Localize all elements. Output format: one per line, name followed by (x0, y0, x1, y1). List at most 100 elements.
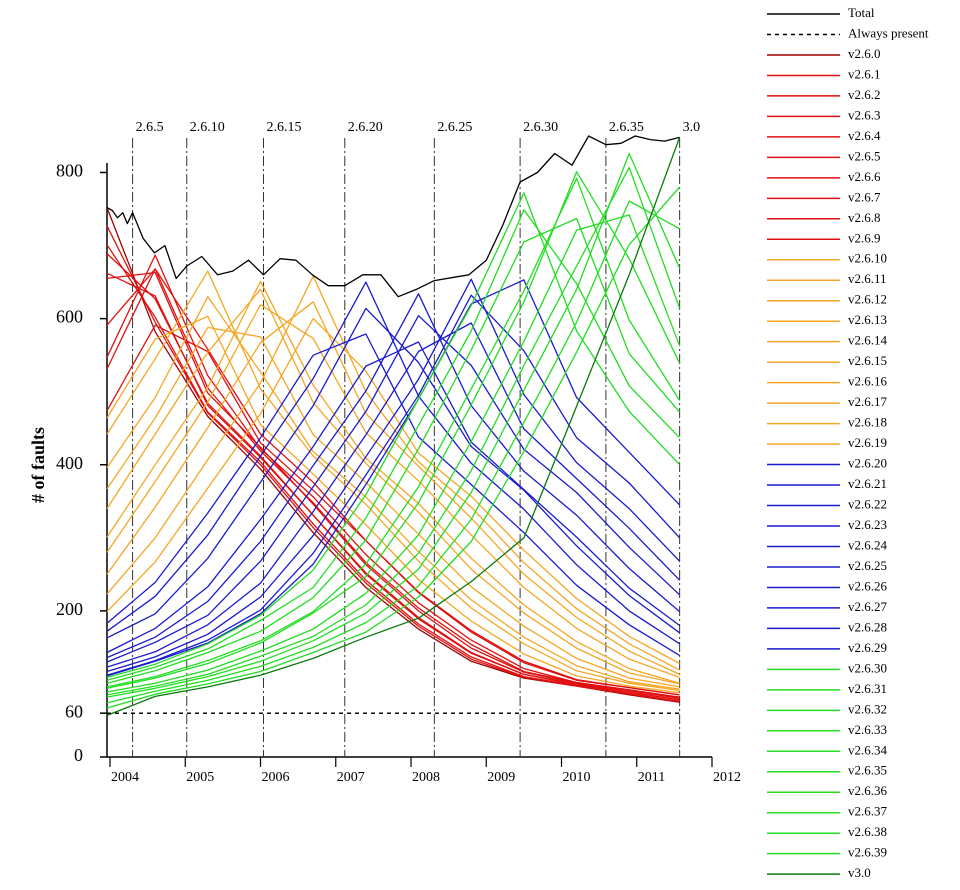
release-label: 2.6.15 (267, 120, 302, 135)
legend-label: v2.6.19 (848, 435, 887, 450)
legend-label: v2.6.5 (848, 148, 881, 163)
legend-label: v2.6.4 (848, 128, 881, 143)
y-tick-label: 60 (65, 701, 83, 721)
legend-label: v2.6.27 (848, 599, 888, 614)
legend-label: v3.0 (848, 865, 871, 880)
series-line (106, 304, 680, 679)
legend-label: v2.6.28 (848, 619, 887, 634)
series-line (106, 137, 681, 717)
release-label: 2.6.25 (437, 120, 472, 135)
release-label: 2.6.5 (136, 120, 164, 135)
series-line (106, 315, 681, 663)
legend-label: v2.6.37 (848, 804, 888, 819)
series-line (106, 281, 680, 645)
y-tick-label: 800 (56, 161, 83, 181)
legend-label: v2.6.33 (848, 722, 887, 737)
y-tick-label: 0 (74, 745, 83, 765)
legend-label: v2.6.39 (848, 845, 887, 860)
legend-label: Always present (848, 25, 929, 40)
series-line (106, 326, 680, 688)
legend-label: v2.6.25 (848, 558, 887, 573)
y-tick-label: 200 (56, 599, 83, 619)
series-line (106, 341, 680, 654)
x-tick-label: 2005 (186, 770, 214, 785)
legend-label: v2.6.22 (848, 497, 887, 512)
legend-label: Total (848, 5, 875, 20)
legend-label: v2.6.14 (848, 333, 888, 348)
series-line (106, 135, 680, 298)
legend-label: v2.6.26 (848, 578, 888, 593)
series-line (106, 214, 681, 693)
legend-label: v2.6.35 (848, 763, 887, 778)
x-tick-label: 2007 (337, 770, 365, 785)
legend-label: v2.6.1 (848, 66, 881, 81)
legend-label: v2.6.17 (848, 394, 888, 409)
series-line (106, 166, 681, 696)
series-line (106, 315, 680, 694)
x-tick-label: 2004 (111, 770, 139, 785)
legend-label: v2.6.0 (848, 46, 881, 61)
legend-label: v2.6.20 (848, 456, 887, 471)
series-line (106, 275, 680, 671)
release-label: 2.6.10 (190, 120, 225, 135)
legend-label: v2.6.31 (848, 681, 887, 696)
legend-label: v2.6.34 (848, 742, 888, 757)
series-line (106, 280, 680, 684)
legend-label: v2.6.3 (848, 107, 881, 122)
y-tick-label: 400 (56, 453, 83, 473)
legend-label: v2.6.30 (848, 660, 887, 675)
release-label: 2.6.20 (348, 120, 383, 135)
series-line (106, 279, 681, 677)
series-line (106, 278, 681, 673)
x-tick-label: 2010 (563, 770, 591, 785)
series-line (106, 293, 681, 659)
legend-label: v2.6.12 (848, 292, 887, 307)
x-tick-label: 2012 (713, 770, 741, 785)
legend-label: v2.6.13 (848, 312, 887, 327)
x-tick-label: 2011 (638, 770, 665, 785)
legend-label: v2.6.2 (848, 87, 881, 102)
series-line (106, 200, 680, 704)
release-label: 2.6.35 (609, 120, 644, 135)
legend-label: v2.6.15 (848, 353, 887, 368)
series-line (106, 301, 680, 675)
series-line (106, 171, 681, 689)
y-axis-label: # of faults (28, 427, 48, 503)
series-line (106, 186, 681, 709)
series-line (106, 152, 681, 698)
legend-label: v2.6.16 (848, 374, 888, 389)
legend-label: v2.6.38 (848, 824, 887, 839)
legend-label: v2.6.32 (848, 701, 887, 716)
legend-label: v2.6.7 (848, 189, 881, 204)
release-label: 3.0 (683, 120, 701, 135)
legend-label: v2.6.6 (848, 169, 881, 184)
series-line (106, 244, 680, 703)
legend-label: v2.6.11 (848, 271, 887, 286)
series-line (106, 307, 680, 639)
legend-label: v2.6.36 (848, 783, 888, 798)
y-tick-label: 600 (56, 307, 83, 327)
x-tick-label: 2006 (262, 770, 290, 785)
legend-label: v2.6.8 (848, 210, 881, 225)
series-line (106, 217, 681, 684)
legend-label: v2.6.21 (848, 476, 887, 491)
legend-label: v2.6.29 (848, 640, 887, 655)
release-label: 2.6.30 (523, 120, 558, 135)
series-line (106, 192, 681, 679)
legend-label: v2.6.10 (848, 251, 887, 266)
x-tick-label: 2009 (487, 770, 515, 785)
series-line (106, 254, 680, 698)
legend-label: v2.6.24 (848, 537, 888, 552)
series-line (106, 324, 680, 696)
series-line (106, 317, 680, 665)
series-line (106, 333, 680, 656)
series-line (106, 288, 680, 685)
legend-label: v2.6.9 (848, 230, 881, 245)
series-line (106, 177, 681, 688)
series-line (106, 270, 680, 692)
legend-label: v2.6.18 (848, 415, 887, 430)
series-line (106, 294, 681, 676)
series-line (106, 268, 680, 699)
x-tick-label: 2008 (412, 770, 440, 785)
